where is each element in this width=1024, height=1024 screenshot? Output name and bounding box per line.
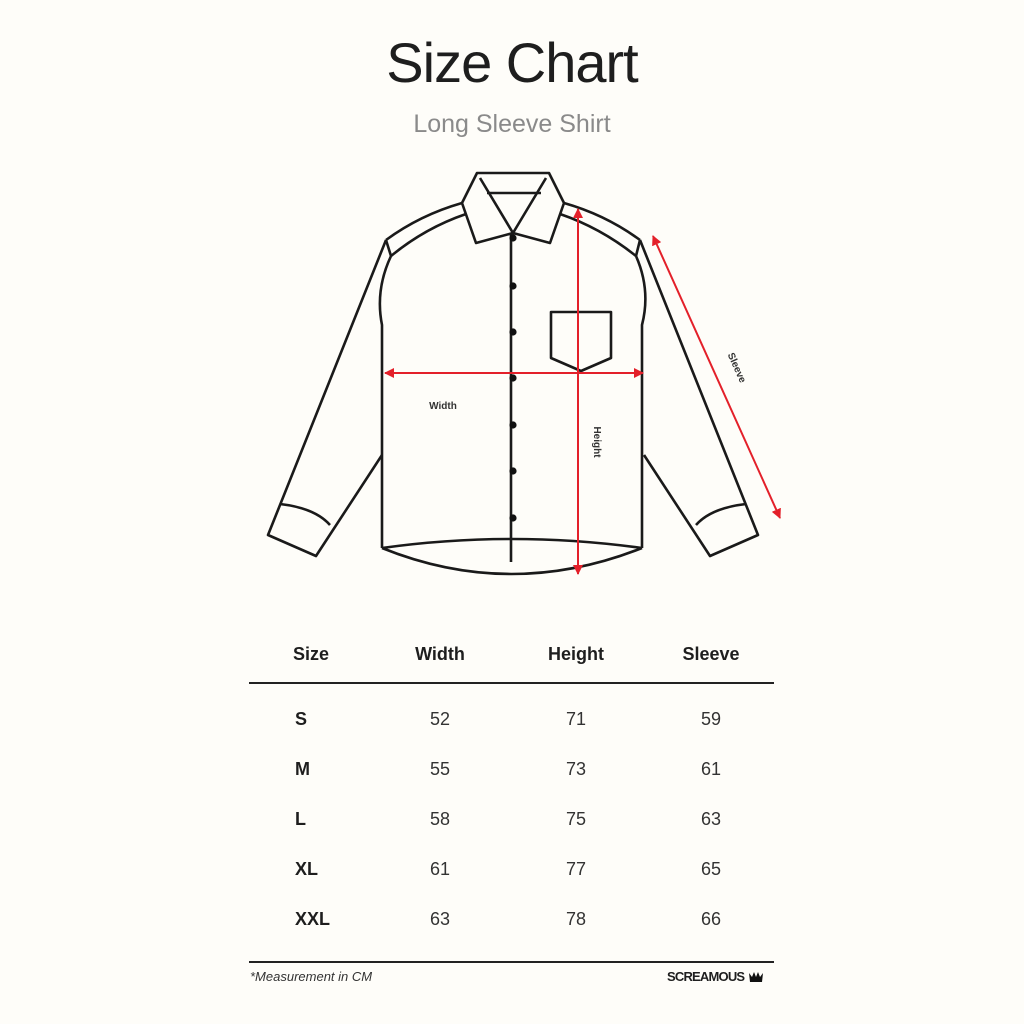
size-cell: M — [295, 759, 310, 779]
header-size: Size — [292, 644, 330, 664]
measurement-arrows — [384, 208, 781, 575]
size-cell: XL — [295, 859, 319, 879]
size-cell: L — [295, 809, 306, 829]
page-subtitle: Long Sleeve Shirt — [413, 110, 611, 138]
button-icon — [509, 374, 517, 382]
height-cell: 71 — [565, 709, 587, 729]
brand-logo: SCREAMOUS — [667, 969, 764, 984]
height-cell: 77 — [565, 859, 587, 879]
page-title: Size Chart — [386, 31, 638, 94]
width-cell: 52 — [429, 709, 451, 729]
measurement-note: *Measurement in CM — [250, 969, 373, 984]
sleeve-label: Sleeve — [725, 351, 748, 385]
width-cell: 58 — [429, 809, 451, 829]
sleeve-cell: 65 — [700, 859, 722, 879]
height-cell: 78 — [565, 909, 587, 929]
button-icon — [509, 282, 517, 290]
header-divider — [249, 682, 774, 684]
header-sleeve: Sleeve — [682, 644, 740, 664]
sleeve-cell: 63 — [700, 809, 722, 829]
header-width: Width — [415, 644, 465, 664]
header-height: Height — [548, 644, 604, 664]
footer-divider — [249, 961, 774, 963]
sleeve-cell: 59 — [700, 709, 722, 729]
button-icon — [509, 234, 517, 242]
height-cell: 73 — [565, 759, 587, 779]
height-label: Height — [591, 426, 602, 458]
width-cell: 63 — [429, 909, 451, 929]
size-cell: XXL — [295, 909, 331, 929]
button-icon — [509, 467, 517, 475]
sleeve-cell: 61 — [700, 759, 722, 779]
button-icon — [509, 328, 517, 336]
crown-icon — [749, 972, 764, 982]
button-icon — [509, 421, 517, 429]
width-label: Width — [429, 401, 457, 412]
button-icon — [509, 514, 517, 522]
width-cell: 55 — [429, 759, 451, 779]
size-cell: S — [295, 709, 308, 729]
width-cell: 61 — [429, 859, 451, 879]
sleeve-arrow — [652, 235, 781, 519]
height-cell: 75 — [565, 809, 587, 829]
brand-name: SCREAMOUS — [667, 969, 745, 984]
sleeve-cell: 66 — [700, 909, 722, 929]
